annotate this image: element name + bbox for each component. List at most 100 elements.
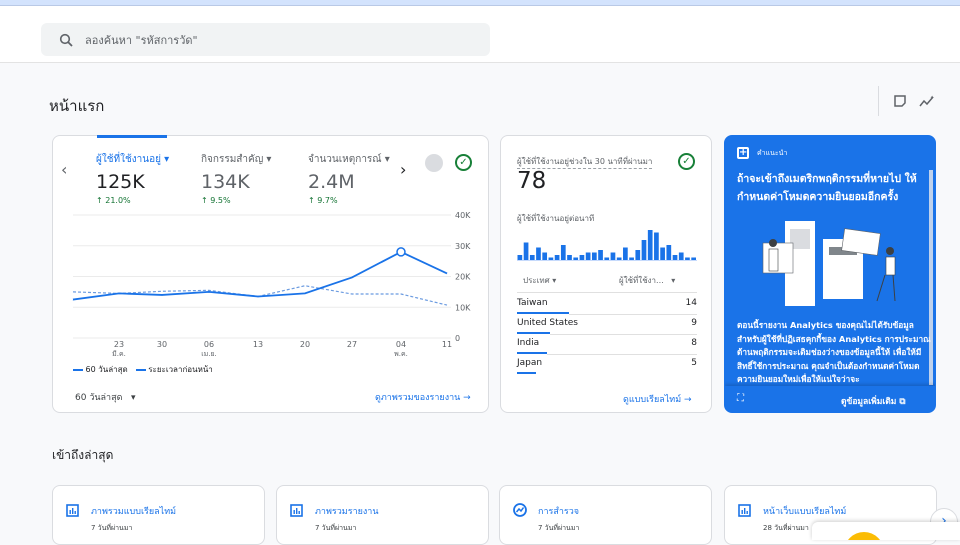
x-tick-label: 30: [157, 340, 167, 349]
popup-notification[interactable]: [812, 522, 960, 540]
series-line-dashed: [73, 286, 447, 305]
metric-label: จำนวนเหตุการณ์: [308, 154, 382, 165]
minute-bar[interactable]: [592, 253, 597, 261]
date-range-select[interactable]: 60 วันล่าสุด ▾: [75, 390, 136, 404]
check-icon[interactable]: ✓: [455, 154, 472, 171]
data-point[interactable]: [397, 248, 405, 256]
minute-bar[interactable]: [580, 255, 585, 260]
country-name: Taiwan: [517, 298, 548, 308]
minute-bar[interactable]: [567, 255, 572, 260]
search-input[interactable]: ลองค้นหา "รหัสการวัด": [41, 23, 490, 56]
minute-bar[interactable]: [524, 243, 529, 261]
minute-bar[interactable]: [604, 258, 609, 261]
minute-bar[interactable]: [629, 258, 634, 261]
share-bar: [517, 312, 569, 314]
minute-bar[interactable]: [691, 258, 696, 261]
note-icon[interactable]: [893, 94, 907, 108]
insights-icon[interactable]: ✦: [919, 94, 935, 108]
page-actions: ✦: [878, 86, 935, 116]
col-users[interactable]: ผู้ใช้ที่ใช้งา... ▾: [619, 274, 675, 287]
recent-card-subtitle: 7 วันที่ผ่านมา: [538, 523, 579, 534]
recent-card-title: หน้าเว็บแบบเรียลไทม์: [763, 504, 846, 518]
y-tick-label: 0: [455, 334, 460, 343]
x-tick-month: เม.ย.: [201, 350, 217, 356]
metric-active-users[interactable]: ผู้ใช้ที่ใช้งานอยู่ ▾ 125K ↑ 21.0%: [96, 152, 169, 205]
country-row[interactable]: Taiwan 14: [517, 298, 697, 308]
legend-previous: ระยะเวลาก่อนหน้า: [136, 363, 213, 376]
minute-bar[interactable]: [685, 258, 690, 261]
minute-bar[interactable]: [623, 248, 628, 261]
country-row[interactable]: Japan 5: [517, 358, 697, 368]
minute-bar[interactable]: [611, 253, 616, 261]
minute-bar[interactable]: [530, 255, 535, 260]
search-icon: [59, 33, 73, 47]
realtime-label: ผู้ใช้ที่ใช้งานอยู่ช่วงใน 30 นาทีที่ผ่าน…: [517, 155, 652, 169]
minute-bar[interactable]: [536, 248, 541, 261]
x-tick-label: 04: [396, 340, 406, 349]
share-bar: [517, 352, 547, 354]
realtime-card: ผู้ใช้ที่ใช้งานอยู่ช่วงใน 30 นาทีที่ผ่าน…: [500, 135, 712, 413]
minute-bar[interactable]: [635, 250, 640, 260]
next-metric-button[interactable]: ›: [400, 160, 406, 179]
minute-bar[interactable]: [573, 258, 578, 261]
report-icon: [738, 502, 751, 521]
popup-avatar: [844, 532, 884, 540]
minute-bar[interactable]: [666, 245, 671, 260]
metric-value: 2.4M: [308, 171, 390, 193]
y-tick-label: 30K: [455, 242, 471, 251]
x-tick-label: 13: [253, 340, 263, 349]
country-name: Japan: [517, 358, 542, 368]
minute-bar[interactable]: [549, 258, 554, 261]
minute-bar[interactable]: [660, 248, 665, 261]
insight-tag: + คำแนะนำ: [737, 147, 787, 159]
divider: [547, 354, 697, 355]
minute-bar[interactable]: [673, 255, 678, 260]
anomaly-icon[interactable]: [425, 154, 443, 172]
x-tick-month: พ.ค.: [394, 350, 408, 356]
country-users: 5: [691, 358, 697, 368]
insight-headline: ถ้าจะเข้าถึงเมตริกพฤติกรรมที่หายไป ให้กำ…: [737, 170, 927, 206]
minute-bar[interactable]: [679, 253, 684, 261]
y-tick-label: 10K: [455, 303, 471, 312]
minute-bar[interactable]: [586, 253, 591, 261]
minute-bar[interactable]: [542, 253, 547, 261]
metric-value: 134K: [201, 171, 271, 193]
minute-bar[interactable]: [654, 233, 659, 261]
header: ลองค้นหา "รหัสการวัด": [0, 6, 960, 63]
expand-icon[interactable]: ⛶: [737, 393, 744, 404]
insight-card: + คำแนะนำ ถ้าจะเข้าถึงเมตริกพฤติกรรมที่ห…: [724, 135, 936, 413]
view-realtime-link[interactable]: ดูแบบเรียลไทม์ →: [623, 392, 692, 406]
recent-title: เข้าถึงล่าสุด: [52, 446, 113, 465]
metric-event-count[interactable]: จำนวนเหตุการณ์ ▾ 2.4M ↑ 9.7%: [308, 152, 390, 205]
check-icon[interactable]: ✓: [678, 153, 695, 170]
minute-bar[interactable]: [642, 240, 647, 260]
learn-more-link[interactable]: ดูข้อมูลเพิ่มเติม ⧉: [841, 394, 905, 408]
recent-card[interactable]: ภาพรวมแบบเรียลไทม์7 วันที่ผ่านมา: [52, 485, 265, 545]
metric-key-events[interactable]: กิจกรรมสำคัญ ▾ 134K ↑ 9.5%: [201, 152, 271, 205]
recent-card-subtitle: 7 วันที่ผ่านมา: [91, 523, 132, 534]
minute-bar[interactable]: [648, 230, 653, 260]
insight-scrollbar[interactable]: [929, 170, 933, 385]
metric-change: ↑ 21.0%: [96, 196, 169, 205]
divider: [569, 314, 697, 315]
report-icon: [290, 502, 303, 521]
minute-bar[interactable]: [598, 250, 603, 260]
minute-bar[interactable]: [518, 255, 523, 260]
insight-illustration: [755, 221, 915, 311]
search-placeholder: ลองค้นหา "รหัสการวัด": [85, 31, 198, 49]
recent-card-subtitle: 7 วันที่ผ่านมา: [315, 523, 356, 534]
overview-card: ‹ ผู้ใช้ที่ใช้งานอยู่ ▾ 125K ↑ 21.0% กิจ…: [52, 135, 489, 413]
view-overview-link[interactable]: ดูภาพรวมของรายงาน →: [375, 390, 471, 404]
country-users: 14: [686, 298, 697, 308]
minute-bar[interactable]: [561, 245, 566, 260]
col-country[interactable]: ประเทศ ▾: [523, 274, 556, 287]
x-tick-label: 06: [204, 340, 214, 349]
prev-metric-button[interactable]: ‹: [61, 160, 67, 179]
minute-bar[interactable]: [555, 255, 560, 260]
y-tick-label: 40K: [455, 211, 471, 220]
minute-bar[interactable]: [617, 258, 622, 261]
